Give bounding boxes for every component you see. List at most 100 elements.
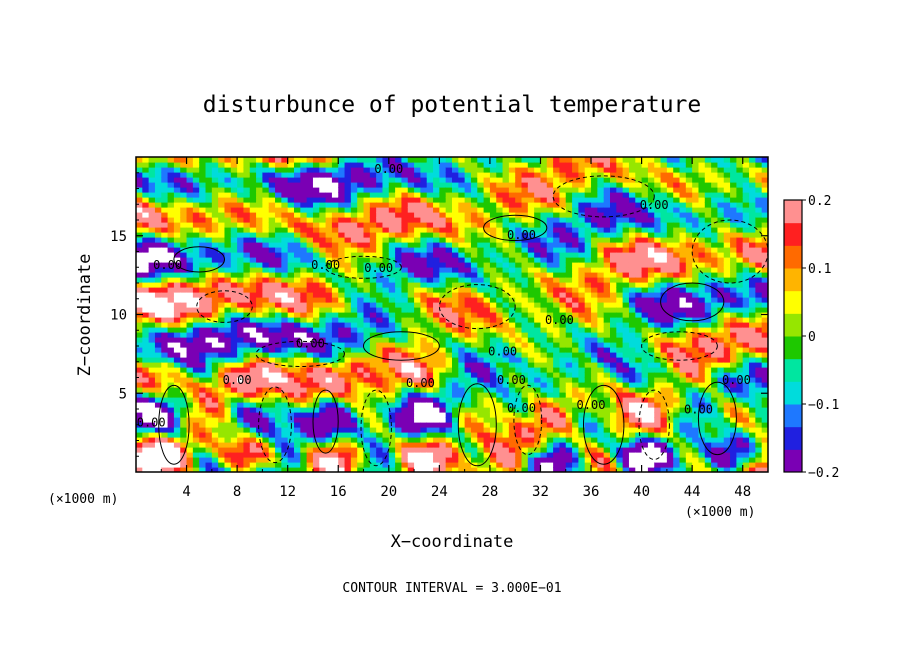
heatmap-cell <box>230 202 238 208</box>
heatmap-cell <box>180 327 188 333</box>
heatmap-cell <box>148 287 156 293</box>
heatmap-cell <box>306 342 314 348</box>
heatmap-cell <box>237 197 245 203</box>
heatmap-cell <box>553 312 561 318</box>
heatmap-cell <box>382 187 390 193</box>
heatmap-cell <box>603 202 611 208</box>
heatmap-cell <box>546 167 554 173</box>
heatmap-cell <box>275 422 282 428</box>
heatmap-cell <box>496 322 504 328</box>
heatmap-cell <box>439 237 447 243</box>
heatmap-cell <box>148 267 156 273</box>
heatmap-cell <box>559 252 567 258</box>
heatmap-cell <box>540 187 548 193</box>
heatmap-cell <box>572 427 579 433</box>
heatmap-cell <box>300 332 308 338</box>
heatmap-cell <box>439 402 447 408</box>
heatmap-cell <box>540 292 548 298</box>
heatmap-cell <box>521 297 529 303</box>
heatmap-cell <box>502 417 510 423</box>
heatmap-cell <box>433 407 440 413</box>
heatmap-cell <box>154 402 162 408</box>
heatmap-cell <box>331 437 339 443</box>
heatmap-cell <box>262 282 270 288</box>
heatmap-cell <box>477 407 485 413</box>
heatmap-cell <box>300 247 308 253</box>
heatmap-cell <box>496 207 504 213</box>
heatmap-cell <box>192 232 200 238</box>
heatmap-cell <box>489 312 497 318</box>
heatmap-cell <box>369 222 377 228</box>
heatmap-cell <box>591 192 598 198</box>
heatmap-cell <box>483 392 491 398</box>
heatmap-cell <box>338 337 346 343</box>
heatmap-cell <box>262 187 270 193</box>
heatmap-cell <box>161 167 169 173</box>
heatmap-cell <box>186 157 194 163</box>
heatmap-cell <box>553 252 561 258</box>
heatmap-cell <box>464 347 472 353</box>
heatmap-cell <box>628 422 636 428</box>
heatmap-cell <box>357 257 365 263</box>
heatmap-cell <box>572 297 579 303</box>
heatmap-cell <box>628 382 636 388</box>
heatmap-cell <box>521 192 529 198</box>
heatmap-cell <box>565 442 573 448</box>
heatmap-cell <box>445 202 453 208</box>
heatmap-cell <box>553 362 561 368</box>
heatmap-cell <box>578 377 586 383</box>
heatmap-cell <box>167 342 175 348</box>
heatmap-cell <box>496 307 504 313</box>
heatmap-cell <box>237 217 245 223</box>
heatmap-cell <box>205 442 213 448</box>
heatmap-cell <box>154 192 162 198</box>
heatmap-cell <box>508 462 516 468</box>
heatmap-cell <box>306 377 314 383</box>
heatmap-cell <box>281 232 289 238</box>
heatmap-cell <box>300 292 308 298</box>
heatmap-cell <box>452 392 459 398</box>
heatmap-cell <box>616 297 624 303</box>
heatmap-cell <box>546 297 554 303</box>
heatmap-cell <box>224 437 232 443</box>
heatmap-cell <box>584 462 592 468</box>
heatmap-cell <box>319 197 327 203</box>
heatmap-cell <box>287 382 295 388</box>
heatmap-cell <box>597 322 605 328</box>
heatmap-cell <box>325 407 333 413</box>
heatmap-cell <box>578 252 586 258</box>
heatmap-cell <box>300 262 308 268</box>
heatmap-cell <box>268 257 276 263</box>
heatmap-cell <box>243 202 251 208</box>
heatmap-cell <box>483 252 491 258</box>
heatmap-cell <box>382 307 390 313</box>
heatmap-cell <box>477 157 485 163</box>
heatmap-cell <box>534 297 542 303</box>
heatmap-cell <box>496 422 504 428</box>
heatmap-cell <box>407 362 415 368</box>
heatmap-cell <box>610 287 617 293</box>
heatmap-cell <box>527 407 535 413</box>
heatmap-cell <box>338 277 346 283</box>
heatmap-cell <box>319 307 327 313</box>
heatmap-cell <box>325 167 333 173</box>
heatmap-cell <box>565 317 573 323</box>
heatmap-cell <box>180 467 188 472</box>
heatmap-cell <box>591 432 598 438</box>
heatmap-cell <box>445 377 453 383</box>
heatmap-cell <box>420 417 428 423</box>
heatmap-cell <box>325 392 333 398</box>
heatmap-cell <box>553 262 561 268</box>
heatmap-cell <box>515 187 523 193</box>
heatmap-cell <box>218 162 226 168</box>
heatmap-cell <box>565 452 573 458</box>
heatmap-cell <box>388 372 396 378</box>
heatmap-cell <box>142 392 150 398</box>
heatmap-cell <box>565 372 573 378</box>
heatmap-cell <box>344 162 352 168</box>
heatmap-cell <box>186 347 194 353</box>
heatmap-cell <box>603 372 611 378</box>
heatmap-cell <box>546 342 554 348</box>
heatmap-cell <box>540 287 548 293</box>
heatmap-cell <box>243 447 251 453</box>
